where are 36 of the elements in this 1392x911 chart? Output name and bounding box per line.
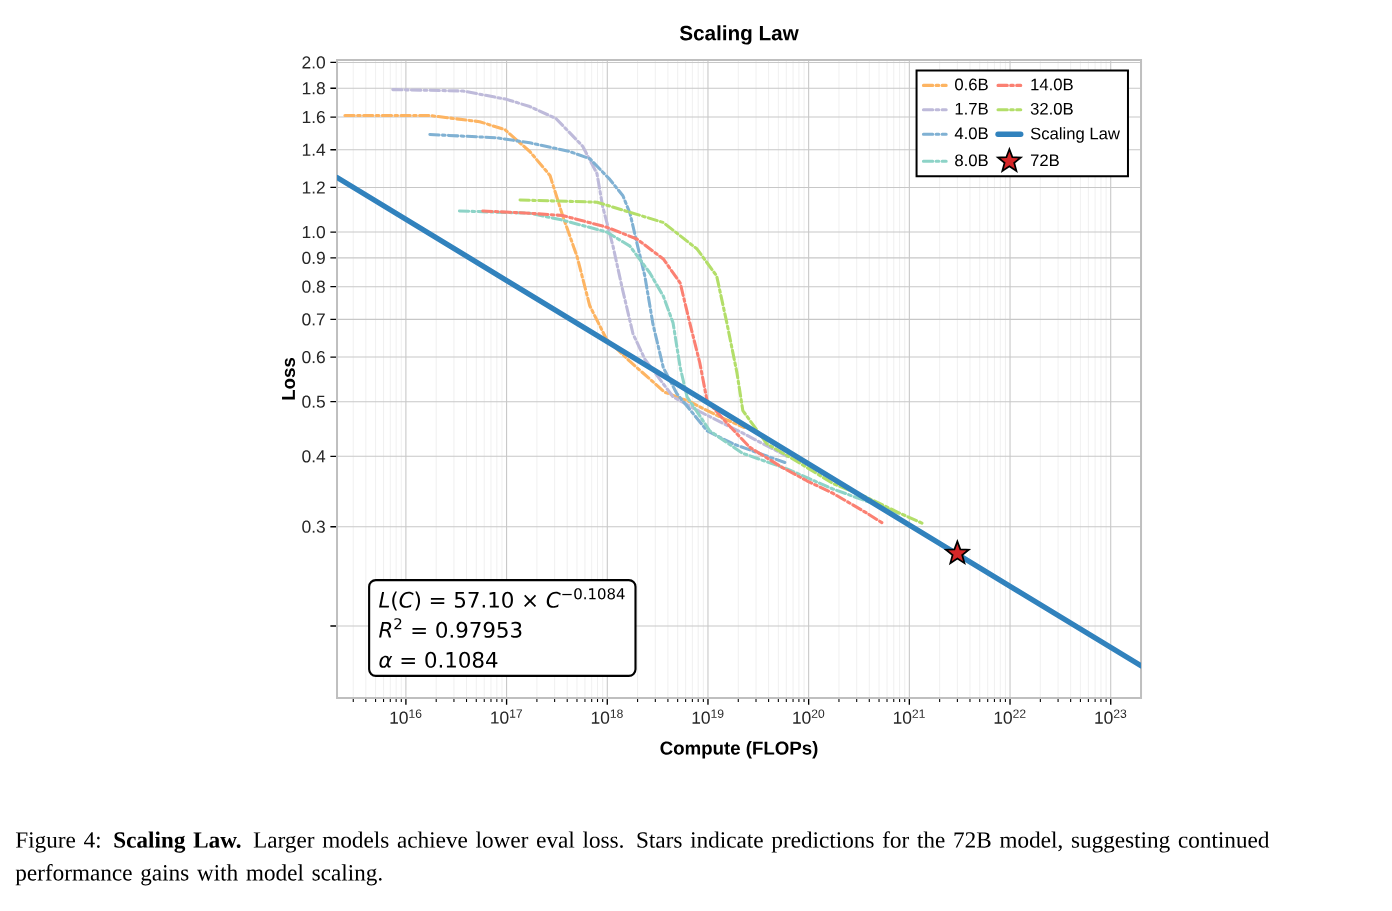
x-tick-label: 10$^{21}$ [893,709,925,724]
legend-label: 4.0B [954,127,988,140]
x-axis-title: Compute (FLOPs) [660,740,818,759]
legend-label: 8.0B [955,154,988,167]
x-tick-label: 10$^{20}$ [793,709,825,724]
chart-title: Scaling Law [679,25,799,45]
x-tick-label: 10$^{17}$ [491,709,523,724]
y-tick-label: 1.4 [302,143,326,156]
x-tick-label: 10$^{19}$ [692,709,724,724]
y-tick-label: 0.8 [302,280,325,293]
x-tick-label: 10$^{16}$ [390,709,422,724]
y-tick-label: 1.6 [302,110,325,124]
y-tick-label: 0.9 [302,251,325,264]
y-tick-label: 0.6 [302,350,325,364]
x-tick-label: 10$^{23}$ [1095,709,1127,724]
annotation: L(C) = 57.10 × C$^{−0.1084}$ [379,588,625,611]
y-tick-label: 0.7 [302,313,325,326]
y-tick-label: 1.0 [302,225,325,239]
y-tick-label: 1.8 [302,82,325,95]
annotation: R$^{2}$ = 0.97953 [379,618,522,638]
y-axis-title: Loss [282,357,296,400]
legend-label: 0.6B [955,78,988,91]
y-tick-label: 1.2 [302,181,325,194]
y-tick-label: 2.0 [302,56,325,69]
x-tick-label: 10$^{18}$ [591,709,623,724]
legend-label: Scaling Law [1030,127,1120,143]
legend-label: 72B [1030,154,1059,167]
annotation: α = 0.1084 [379,651,498,668]
legend-label: 32.0B [1030,102,1073,115]
legend-label: 1.7B [955,102,988,115]
y-tick-label: 0.4 [302,450,326,463]
legend-label: 14.0B [1031,78,1073,91]
y-tick-label: 0.3 [302,520,325,533]
x-tick-label: 10$^{22}$ [994,709,1026,724]
caption: Figure 4: Scaling Law. Larger models achieve lower eval loss. Stars indicate predictions for the 72B model, suggesting continued performance gains with model scaling. [15,831,1270,886]
y-tick-label: 0.5 [302,395,325,408]
